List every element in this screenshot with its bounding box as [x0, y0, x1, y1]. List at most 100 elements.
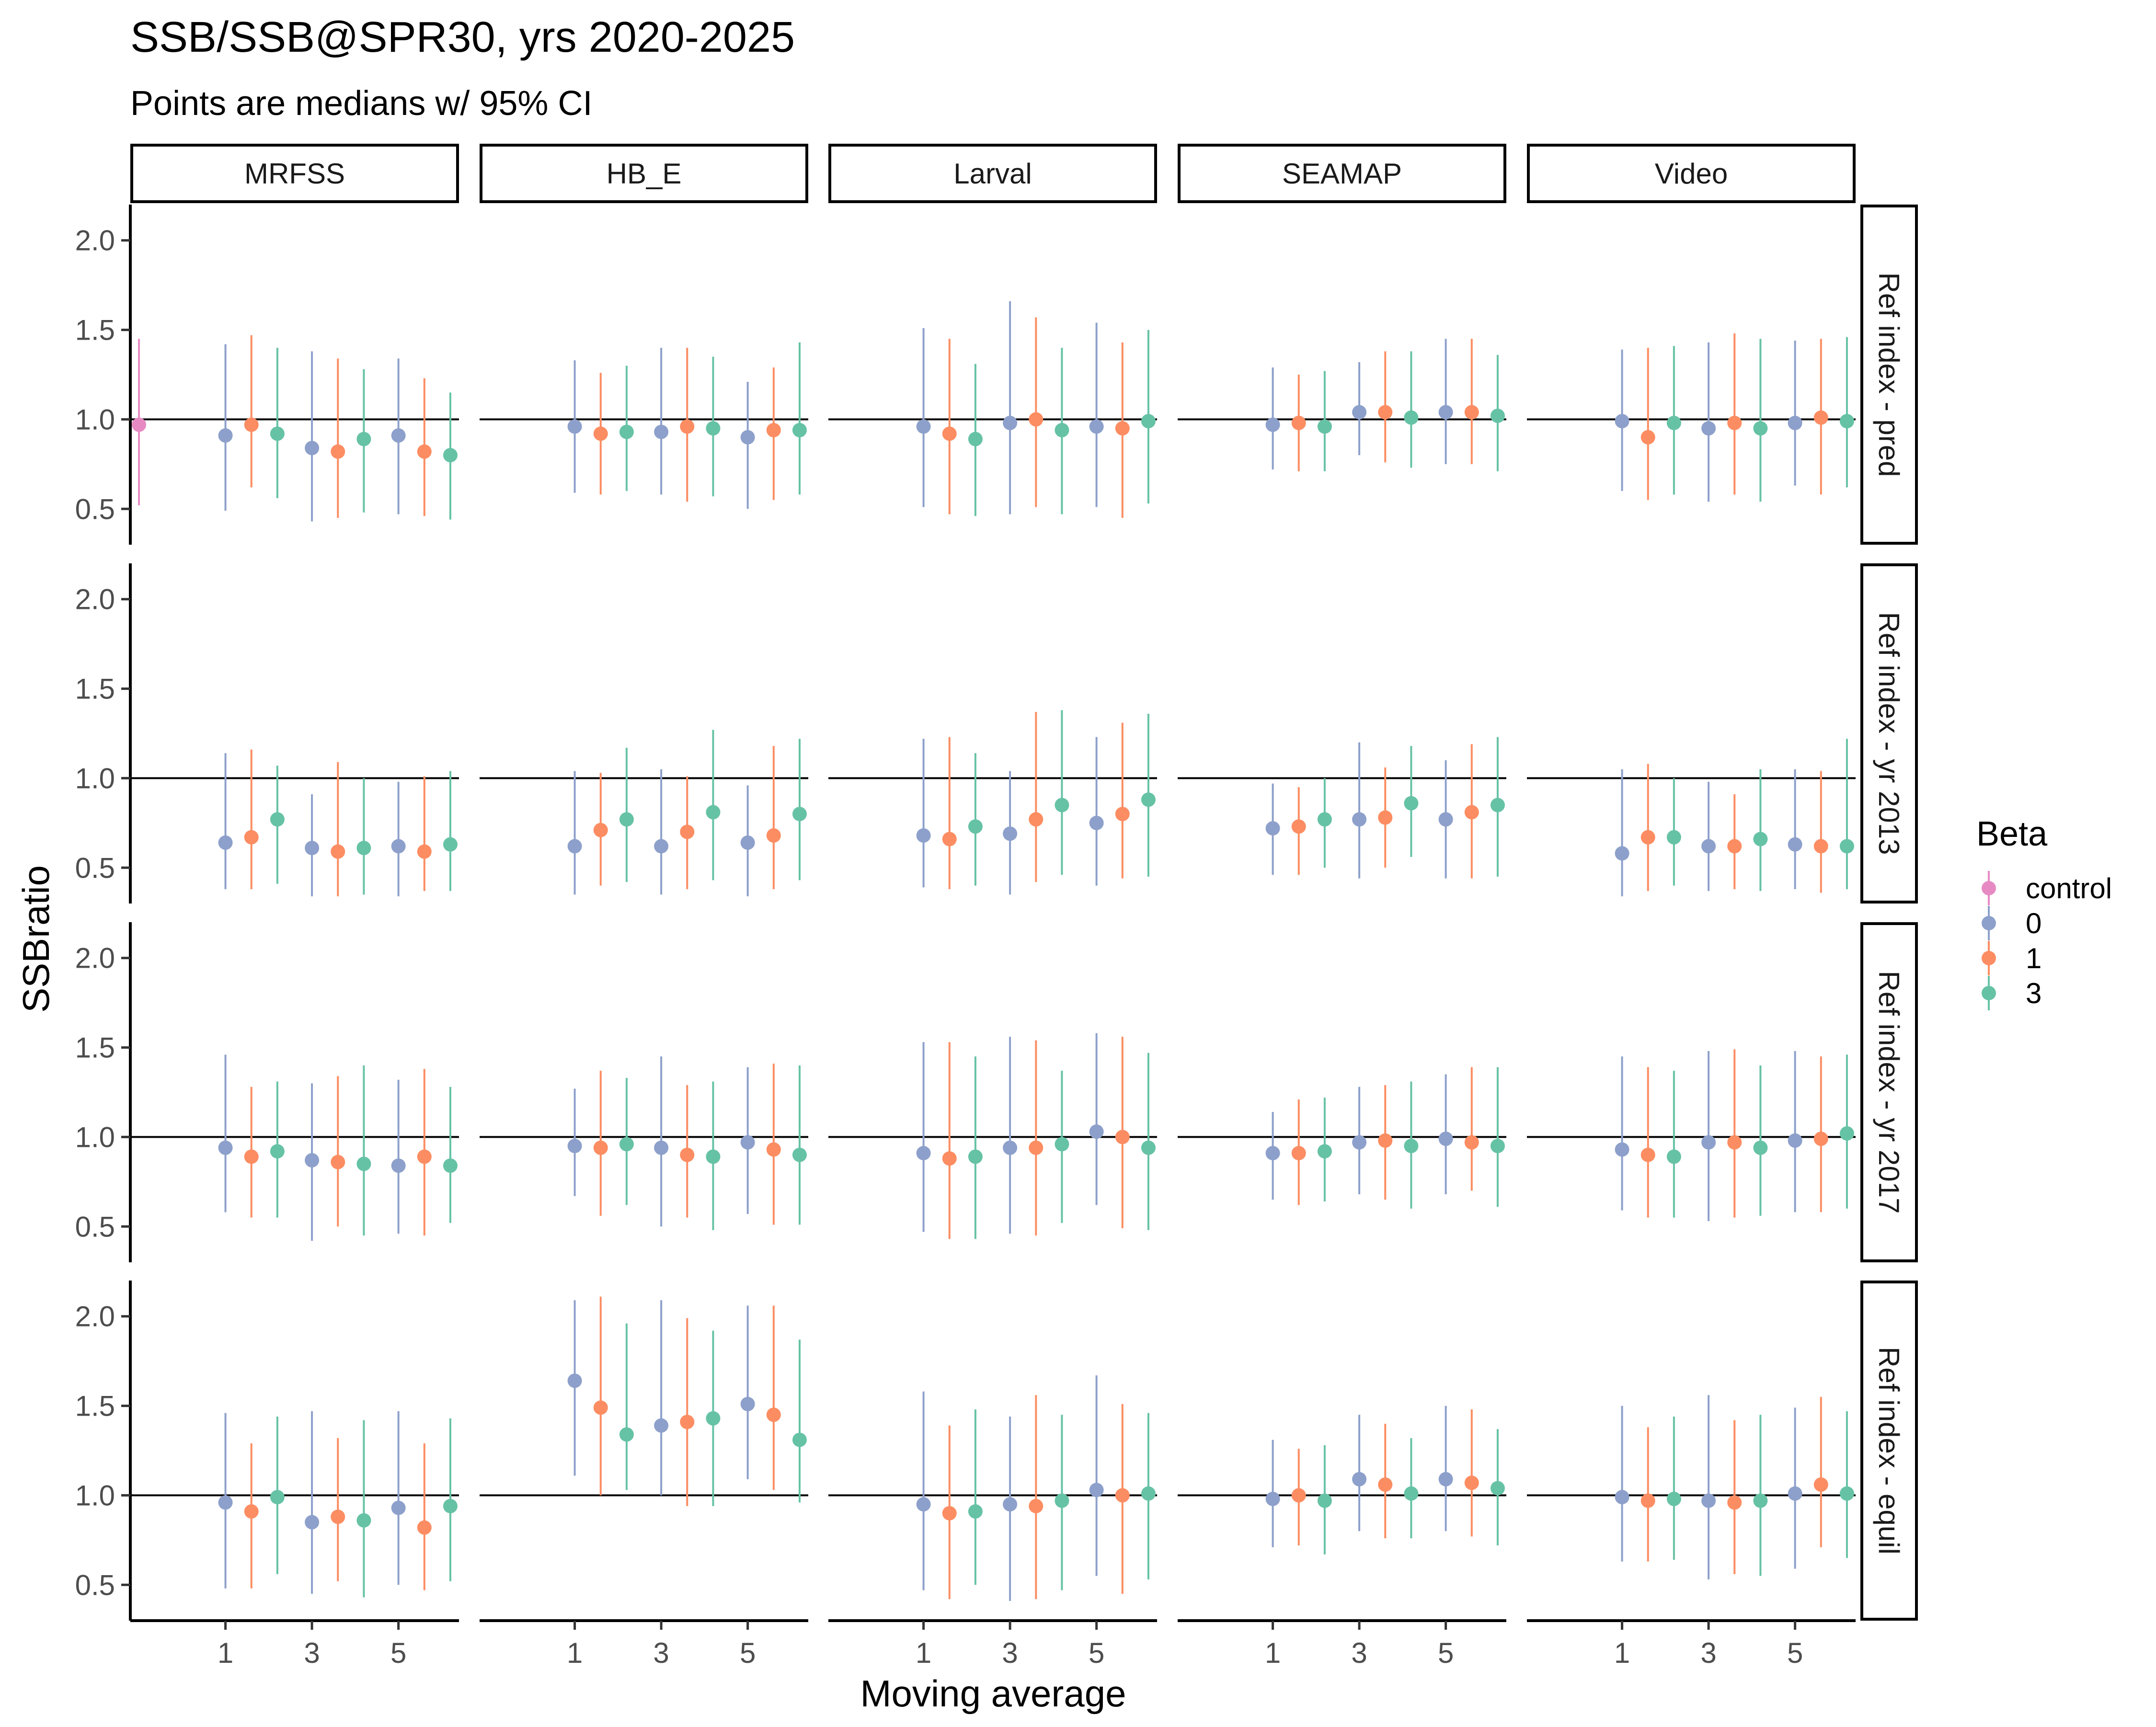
x-tick-label: 1: [1265, 1637, 1281, 1669]
legend-entry-1: 1: [1982, 941, 2041, 975]
y-tick-label: 1.0: [75, 1479, 115, 1511]
median-point-5-0: [1089, 1124, 1104, 1139]
median-point-1-3: [619, 812, 634, 827]
row-strip-box-ref-index-yr-2017: [1860, 922, 1918, 1262]
median-point-5-0: [391, 1500, 406, 1515]
median-point-1-0: [1615, 846, 1629, 861]
median-point-3-3: [356, 1513, 371, 1528]
median-point-3-1: [680, 1415, 695, 1430]
strip-larval: Larval: [828, 144, 1157, 203]
median-point-1-1: [593, 1140, 608, 1155]
median-point-3-1: [331, 844, 345, 859]
panel-seamap-ref-index-pred: [1178, 339, 1506, 471]
x-tick-label: 1: [916, 1637, 931, 1669]
median-point-3-1: [331, 1155, 345, 1169]
median-point-5-1: [766, 1142, 781, 1157]
y-axis-ref-index-yr-2013: 0.5 1.0 1.5 2.0: [75, 563, 132, 904]
median-point-5-0: [1089, 419, 1104, 434]
panel-mrfss-ref-index-pred: [130, 335, 459, 522]
median-point-1-0: [1265, 821, 1280, 836]
y-tick-label: 0.5: [75, 493, 115, 525]
median-point-3-3: [1055, 1493, 1069, 1508]
strip-hb-e: HB_E: [480, 144, 808, 203]
median-point-5-1: [766, 1407, 781, 1422]
median-point-1-0: [567, 1139, 582, 1154]
y-tick-label: 1.0: [75, 403, 115, 435]
median-point-5-3: [1490, 1481, 1505, 1496]
median-point-5-1: [1813, 1132, 1828, 1146]
median-point-3-3: [1753, 832, 1768, 846]
median-point-1-0: [1615, 1142, 1629, 1157]
median-point-1-3: [968, 1504, 983, 1519]
median-point-5-0: [1788, 415, 1802, 430]
median-point-1-1: [1291, 1488, 1306, 1503]
median-point-3-0: [1352, 1135, 1367, 1150]
median-point-1-3: [270, 426, 285, 441]
x-tick-label: 5: [1089, 1637, 1104, 1669]
median-point-1-0: [567, 839, 582, 854]
panel-larval-ref-index-yr-2013: [828, 710, 1157, 895]
y-tick-label: 1.5: [75, 1032, 115, 1064]
median-point-5-0: [391, 839, 406, 854]
median-point-5-1: [1813, 1477, 1828, 1492]
panel-grid: MRFSS HB_E Larval SEAMAP Video Ref index - pr…: [75, 144, 1918, 1669]
y-tick-label: 1.5: [75, 314, 115, 346]
median-point-3-0: [654, 424, 669, 439]
median-point-1-3: [1666, 415, 1681, 430]
median-point-3-1: [1029, 812, 1044, 827]
median-point-5-3: [1490, 408, 1505, 423]
y-axis-title: SSBratio: [15, 865, 57, 1013]
median-point-3-3: [356, 1156, 371, 1171]
chart-title: SSB/SSB@SPR30, yrs 2020-2025: [130, 13, 795, 61]
median-point-1-1: [1640, 1493, 1655, 1508]
median-point-5-3: [1141, 1140, 1156, 1155]
median-point-1-0: [1265, 1491, 1280, 1506]
strip-box-mrfss: [130, 144, 459, 203]
row-strip-box-ref-index-yr-2013: [1860, 563, 1918, 904]
median-point-3-0: [1701, 1135, 1716, 1150]
median-point-3-3: [1404, 410, 1419, 425]
median-point-5-3: [443, 1158, 458, 1173]
median-point-5-0: [740, 1135, 755, 1150]
median-point-1-3: [1317, 419, 1332, 434]
median-point-1-1: [1640, 430, 1655, 445]
median-point-3-3: [1753, 1140, 1768, 1155]
median-point-1-1: [244, 1149, 259, 1164]
median-point-1-3: [1666, 1149, 1681, 1164]
median-point-1-0: [1615, 414, 1629, 429]
median-point-5-3: [443, 448, 458, 463]
row-strip-ref-index-equil: Ref index - equil: [1860, 1281, 1918, 1621]
panel-larval-ref-index-pred: [828, 301, 1157, 518]
median-point-1-1: [593, 426, 608, 441]
chart-subtitle: Points are medians w/ 95% CI: [130, 84, 592, 123]
median-point-3-1: [680, 1147, 695, 1162]
median-point-5-0: [1089, 815, 1104, 830]
median-point-5-0: [740, 430, 755, 445]
y-tick-label: 1.5: [75, 1390, 115, 1422]
median-point-3-0: [654, 1418, 669, 1433]
median-point-5-1: [1115, 1130, 1130, 1144]
median-point-1-0: [916, 419, 931, 434]
y-axis-ref-index-yr-2017: 0.5 1.0 1.5 2.0: [75, 922, 132, 1262]
median-point-5-1: [1813, 410, 1828, 425]
median-point-3-3: [1055, 1137, 1069, 1152]
x-tick-label: 1: [218, 1637, 233, 1669]
median-point-3-3: [1753, 421, 1768, 436]
median-point-5-3: [1490, 798, 1505, 812]
x-axis-title: Moving average: [860, 1672, 1126, 1715]
row-strip-label-ref-index-equil: Ref index - equil: [1873, 1347, 1905, 1555]
x-tick-label: 3: [653, 1637, 669, 1669]
median-point-1-1: [1291, 1146, 1306, 1161]
median-point-3-1: [1727, 1135, 1742, 1150]
median-point-3-3: [1404, 1139, 1419, 1154]
strip-label-mrfss: MRFSS: [244, 158, 345, 190]
median-point-1-0: [567, 419, 582, 434]
strip-box-seamap: [1178, 144, 1506, 203]
x-tick-label: 1: [567, 1637, 583, 1669]
median-point-5-3: [792, 423, 807, 437]
median-point-3-0: [1003, 826, 1018, 841]
legend: Beta control 0 1 3: [1976, 815, 2112, 1010]
median-point-3-1: [680, 419, 695, 434]
